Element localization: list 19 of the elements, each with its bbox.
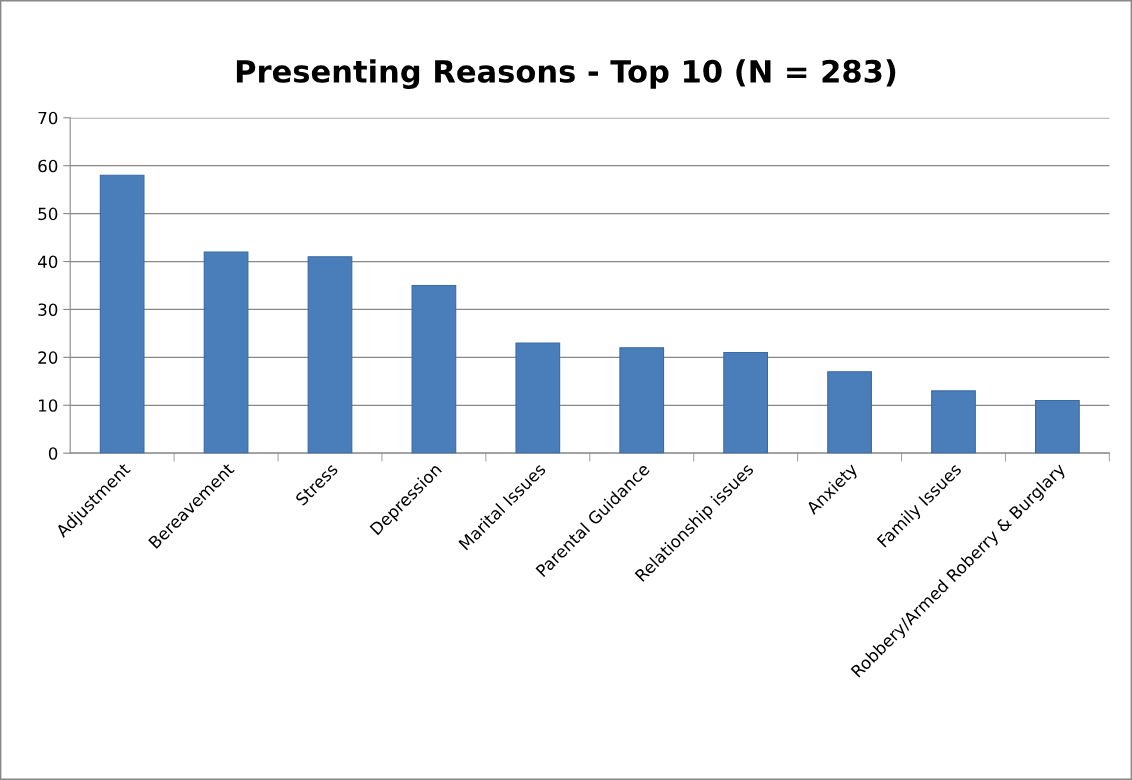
bar xyxy=(723,352,769,454)
y-tick-label: 20 xyxy=(38,351,58,364)
y-tick-label: 40 xyxy=(37,255,58,269)
y-tick-label: 70 xyxy=(38,111,58,125)
y-tick-label: 50 xyxy=(38,207,58,221)
bar xyxy=(515,342,561,454)
bar xyxy=(411,284,457,454)
chart-title: Presenting Reasons - Top 10 (N = 283) xyxy=(236,59,896,90)
bar xyxy=(307,256,353,454)
y-tick-label: 10 xyxy=(39,399,58,412)
bar xyxy=(1035,399,1080,454)
y-tick-label: 0 xyxy=(48,447,58,460)
y-tick-label: 30 xyxy=(38,303,58,317)
bar xyxy=(827,371,872,454)
y-tick-label: 60 xyxy=(38,159,58,173)
bar xyxy=(203,251,249,454)
bar xyxy=(619,347,665,454)
bar xyxy=(99,174,145,454)
bar xyxy=(931,390,976,454)
